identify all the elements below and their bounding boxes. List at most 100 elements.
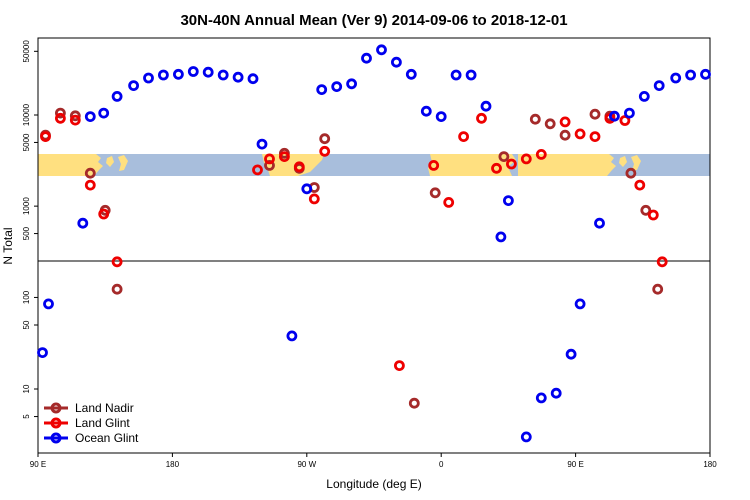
land-north-america <box>262 154 324 176</box>
data-point-land-nadir <box>55 107 66 119</box>
data-point-ocean-glint <box>390 56 402 68</box>
legend-label-land-nadir: Land Nadir <box>75 401 134 415</box>
legend-item-land-glint: Land Glint <box>44 416 130 430</box>
x-tick-label: 180 <box>166 460 180 469</box>
data-point-ocean-glint <box>301 183 313 195</box>
legend-item-ocean-glint: Ocean Glint <box>44 431 139 445</box>
data-point-ocean-glint <box>450 69 462 81</box>
land-china-repeat <box>518 154 616 176</box>
legend-item-land-nadir: Land Nadir <box>44 401 134 415</box>
data-point-land-glint <box>111 256 123 268</box>
legend-marker-land-nadir <box>50 402 62 414</box>
data-point-ocean-glint <box>316 84 328 95</box>
data-point-ocean-glint <box>84 111 96 122</box>
data-point-ocean-glint <box>187 66 199 77</box>
x-axis: 90 E 180 90 W 0 90 E 180 <box>30 453 717 469</box>
data-point-ocean-glint <box>565 348 577 360</box>
data-point-ocean-glint <box>420 105 432 117</box>
land-korea-repeat <box>619 156 627 167</box>
data-point-land-nadir <box>84 167 96 179</box>
data-point-land-glint <box>308 193 320 205</box>
y-axis-upper: 500 1000 5000 10000 50000 <box>22 40 38 240</box>
data-point-land-nadir <box>529 113 541 125</box>
data-point-land-glint <box>293 161 305 173</box>
data-point-land-glint <box>491 162 502 174</box>
data-point-ocean-glint <box>670 72 682 84</box>
data-point-land-glint <box>84 179 96 191</box>
data-point-land-glint <box>574 128 586 140</box>
data-point-land-glint <box>559 116 571 128</box>
data-point-ocean-glint <box>480 100 492 112</box>
data-point-ocean-glint <box>550 387 562 399</box>
data-point-ocean-glint <box>520 431 532 443</box>
data-point-ocean-glint <box>247 73 259 85</box>
data-point-land-glint <box>264 153 275 165</box>
data-point-ocean-glint <box>405 68 417 80</box>
data-point-ocean-glint <box>172 68 184 80</box>
world-map-band <box>38 154 710 176</box>
data-point-ocean-glint <box>609 110 620 122</box>
legend-marker-land-glint <box>50 417 62 429</box>
data-point-land-glint <box>98 208 110 220</box>
y-axis-lower: 5 10 50 100 <box>22 290 38 419</box>
data-point-land-nadir <box>559 129 571 141</box>
data-point-land-glint <box>535 148 547 160</box>
y-tick-label: 500 <box>22 226 31 240</box>
data-point-land-nadir <box>498 151 510 163</box>
y-tick-label: 5000 <box>22 133 31 151</box>
plot-frame <box>37 37 711 454</box>
data-point-land-glint <box>69 114 81 126</box>
data-point-ocean-glint <box>535 392 547 404</box>
data-point-ocean-glint <box>653 80 665 91</box>
data-point-land-nadir <box>111 283 123 295</box>
data-point-land-glint <box>319 145 331 157</box>
data-point-ocean-glint <box>465 69 477 81</box>
data-point-land-nadir <box>408 397 420 409</box>
data-point-ocean-glint <box>143 72 154 84</box>
data-point-ocean-glint <box>256 138 268 150</box>
data-point-land-glint <box>443 196 455 208</box>
data-point-land-glint <box>634 179 646 191</box>
data-point-ocean-glint <box>98 107 110 119</box>
data-point-ocean-glint <box>202 66 214 78</box>
data-point-land-glint <box>656 256 668 268</box>
data-point-ocean-glint <box>128 80 140 91</box>
legend-label-land-glint: Land Glint <box>75 416 130 430</box>
legend: Land Nadir Land Glint Ocean Glint <box>44 401 139 445</box>
data-point-ocean-glint <box>624 107 635 119</box>
data-point-land-nadir <box>69 110 81 122</box>
data-point-ocean-glint <box>232 71 244 83</box>
x-tick-label: 90 E <box>567 460 583 469</box>
data-point-ocean-glint <box>43 298 54 310</box>
data-point-ocean-glint <box>594 217 605 229</box>
data-point-ocean-glint <box>157 69 169 81</box>
data-point-ocean-glint <box>217 69 229 81</box>
y-tick-label: 10000 <box>22 103 31 126</box>
data-point-land-glint <box>505 158 517 170</box>
data-point-ocean-glint <box>685 69 696 81</box>
y-tick-label: 100 <box>22 290 31 304</box>
data-point-land-nadir <box>544 118 556 130</box>
data-point-ocean-glint <box>286 330 298 342</box>
data-point-ocean-glint <box>574 298 586 310</box>
x-tick-label: 0 <box>439 460 444 469</box>
legend-marker-ocean-glint <box>50 432 62 444</box>
x-axis-label: Longitude (deg E) <box>326 477 421 491</box>
data-point-land-glint <box>55 112 66 124</box>
data-point-ocean-glint <box>700 68 711 80</box>
data-point-land-nadir <box>319 133 331 145</box>
data-point-ocean-glint <box>361 52 372 64</box>
x-tick-label: 180 <box>703 460 717 469</box>
data-point-land-glint <box>278 151 290 163</box>
data-point-ocean-glint <box>376 44 387 56</box>
chart-title: 30N-40N Annual Mean (Ver 9) 2014-09-06 t… <box>180 12 567 29</box>
y-tick-label: 50 <box>22 320 31 329</box>
data-point-land-nadir <box>625 167 637 179</box>
land-japan-repeat <box>631 155 641 171</box>
data-point-land-nadir <box>640 204 652 216</box>
data-point-ocean-glint <box>346 78 358 90</box>
data-point-ocean-glint <box>77 217 89 229</box>
legend-label-ocean-glint: Ocean Glint <box>75 431 139 445</box>
data-point-land-glint <box>589 131 601 143</box>
